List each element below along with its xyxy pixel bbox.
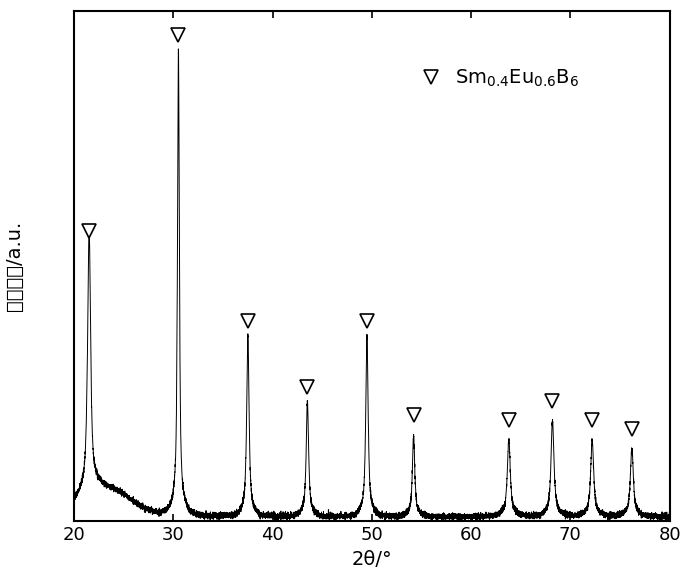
Text: 相对强度/a.u.: 相对强度/a.u. [6, 221, 24, 311]
Text: $\mathregular{Sm_{0.4}Eu_{0.6}B_6}$: $\mathregular{Sm_{0.4}Eu_{0.6}B_6}$ [455, 68, 580, 89]
X-axis label: 2θ/°: 2θ/° [352, 550, 392, 569]
